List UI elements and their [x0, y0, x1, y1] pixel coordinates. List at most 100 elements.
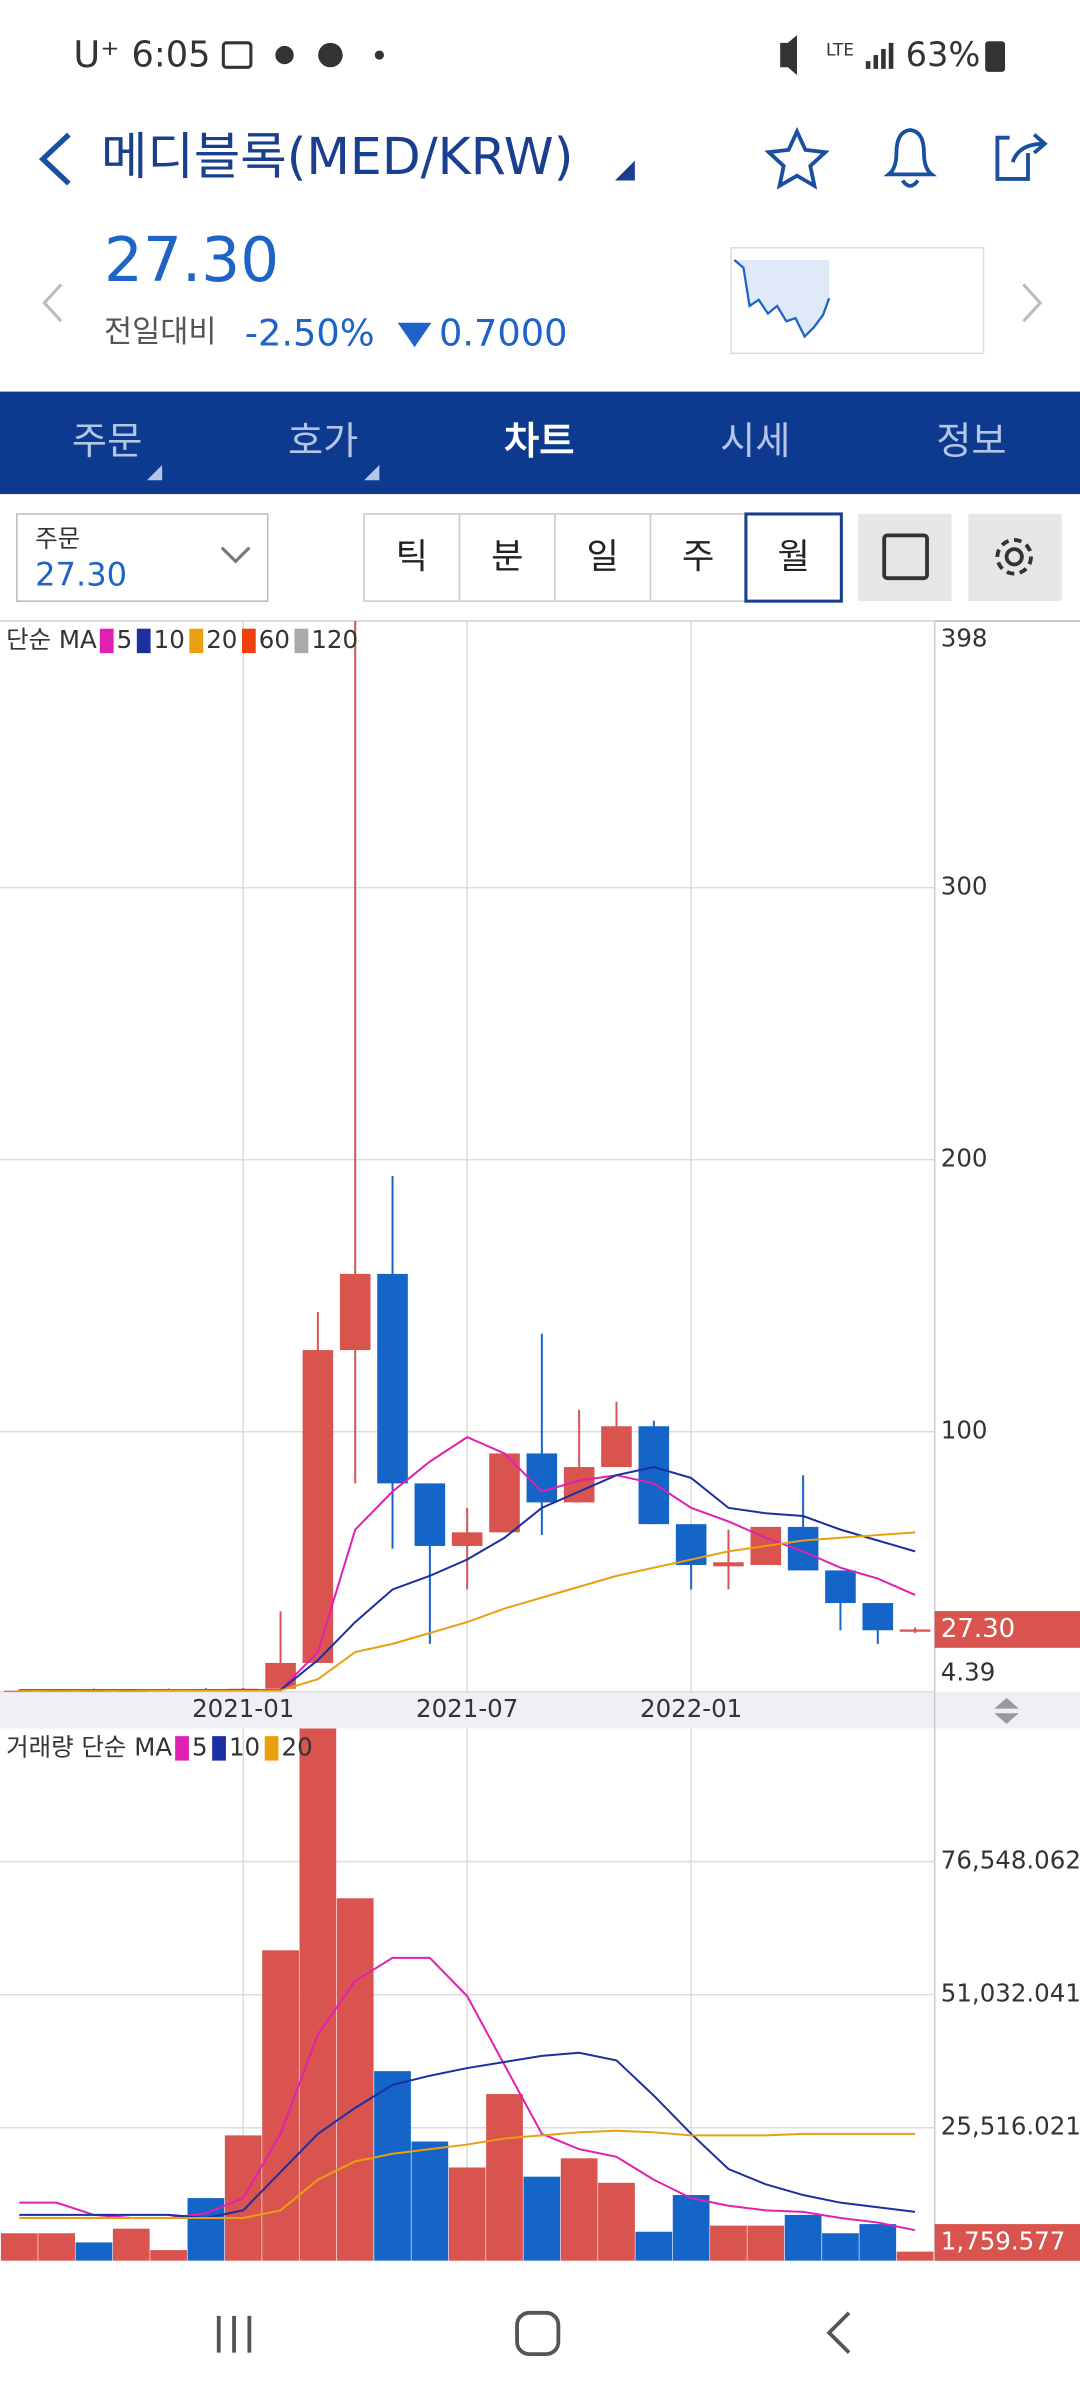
- candle-body: [825, 1570, 856, 1604]
- volume-bar: [635, 2231, 673, 2261]
- volume-bar: [598, 2182, 635, 2261]
- volume-bar: [523, 2176, 561, 2261]
- legend-swatch: [212, 1736, 226, 1761]
- period-button[interactable]: [554, 513, 652, 602]
- period-label: 월: [777, 536, 809, 577]
- carrier: U⁺: [73, 33, 119, 76]
- period-label: 분: [491, 536, 523, 577]
- candle-body: [601, 1426, 632, 1468]
- nav-recent[interactable]: [216, 2315, 252, 2353]
- x-tick-label: 2021-01: [192, 1694, 294, 1723]
- order-label: 주문: [35, 524, 80, 553]
- nav-back[interactable]: [826, 2311, 851, 2354]
- candle-body: [787, 1526, 819, 1571]
- back-button[interactable]: [38, 132, 71, 186]
- volume-bar: [299, 1728, 337, 2261]
- layout-icon: [882, 533, 929, 581]
- period-button[interactable]: [744, 512, 843, 603]
- legend-swatch: [241, 628, 256, 654]
- next-coin[interactable]: [1022, 283, 1043, 323]
- volume-bar: [336, 1898, 374, 2261]
- alert-button[interactable]: [883, 128, 938, 188]
- candle-body: [899, 1629, 931, 1632]
- candle-body: [414, 1483, 446, 1546]
- candle-body: [638, 1426, 670, 1525]
- candle-body: [302, 1350, 334, 1663]
- settings-icon: [995, 538, 1033, 576]
- share-button[interactable]: [995, 133, 1048, 181]
- current-price-tag: [934, 1611, 1080, 1648]
- tab[interactable]: 주문: [72, 420, 142, 464]
- volume-bar: [560, 2158, 598, 2261]
- layout-button[interactable]: [858, 513, 952, 602]
- candle-body: [489, 1453, 520, 1533]
- sparkline: [730, 247, 985, 355]
- legend-label: 5: [117, 625, 133, 654]
- plot-area: [0, 1728, 934, 2261]
- nav-home[interactable]: [515, 2310, 561, 2357]
- period-label: 주: [682, 536, 714, 577]
- legend-label: 60: [259, 625, 290, 654]
- tab[interactable]: 차트: [504, 420, 574, 464]
- tab[interactable]: 정보: [936, 420, 1006, 464]
- volume-bar: [374, 2071, 411, 2261]
- legend-label: 5: [192, 1732, 208, 1761]
- period-button[interactable]: [649, 513, 747, 602]
- candle-body: [526, 1453, 558, 1503]
- resize-handle[interactable]: [994, 1697, 1019, 1724]
- plot-area: [3, 621, 931, 1692]
- candle-body: [713, 1562, 744, 1567]
- compare-label: 전일대비: [104, 315, 217, 350]
- legend-swatch: [264, 1736, 279, 1761]
- period-button[interactable]: [363, 513, 461, 602]
- legend-label: 20: [206, 625, 237, 654]
- legend-swatch: [99, 628, 114, 654]
- order-dropdown[interactable]: [220, 546, 251, 564]
- x-tick-label: 2021-07: [416, 1694, 518, 1723]
- legend-label: 10: [229, 1732, 260, 1761]
- ma-line: [19, 2051, 916, 2219]
- svg-text:LTE: LTE: [826, 39, 854, 59]
- y-tick-label: 200: [941, 1144, 988, 1173]
- legend-swatch: [175, 1736, 189, 1761]
- settings-button[interactable]: [968, 513, 1062, 602]
- order-box[interactable]: [16, 513, 269, 602]
- favorite-button[interactable]: [764, 126, 830, 190]
- period-label: 일: [587, 536, 619, 577]
- legend-title: 단순 MA: [6, 625, 97, 654]
- x-tick-label: 2022-01: [640, 1694, 742, 1723]
- coin-title[interactable]: 메디블록(MED/KRW): [101, 127, 573, 186]
- legend-swatch: [189, 628, 204, 654]
- tab[interactable]: 호가: [288, 420, 358, 464]
- x-axis-band: [0, 1691, 1080, 1729]
- current-price: 27.30: [104, 225, 279, 296]
- y-tick-label: 300: [941, 872, 988, 901]
- tab-bar: [0, 391, 1080, 495]
- chart-panel: 25,516.021 51,032.041 76,548.062 거래량 단순 MA 5…: [0, 1728, 1080, 2261]
- y-tick-label: 76,548.062: [941, 1846, 1080, 1875]
- y-tick-label: 398: [941, 623, 988, 652]
- candle-body: [339, 1273, 371, 1351]
- volume-bar: [822, 2233, 859, 2261]
- volume-bar: [0, 2233, 38, 2261]
- title-dropdown[interactable]: [614, 160, 635, 181]
- candle-body: [862, 1603, 894, 1631]
- legend-label: 120: [311, 625, 358, 654]
- order-value: 27.30: [35, 556, 127, 594]
- tab[interactable]: 시세: [720, 420, 790, 464]
- y-tick-label: 100: [941, 1416, 988, 1445]
- candle-body: [377, 1273, 408, 1484]
- prev-coin[interactable]: [42, 283, 63, 323]
- candle-body: [451, 1532, 483, 1546]
- period-button[interactable]: [458, 513, 556, 602]
- current-volume-label: 1,759.577: [941, 2226, 1066, 2255]
- ma-line: [19, 2129, 916, 2219]
- volume-bar: [150, 2250, 187, 2261]
- period-label: 틱: [396, 536, 428, 577]
- volume-bar: [672, 2195, 710, 2261]
- volume-bar: [896, 2251, 934, 2261]
- volume-bar: [112, 2228, 150, 2261]
- clock: 6:05: [132, 35, 211, 76]
- volume-bar: [38, 2233, 75, 2261]
